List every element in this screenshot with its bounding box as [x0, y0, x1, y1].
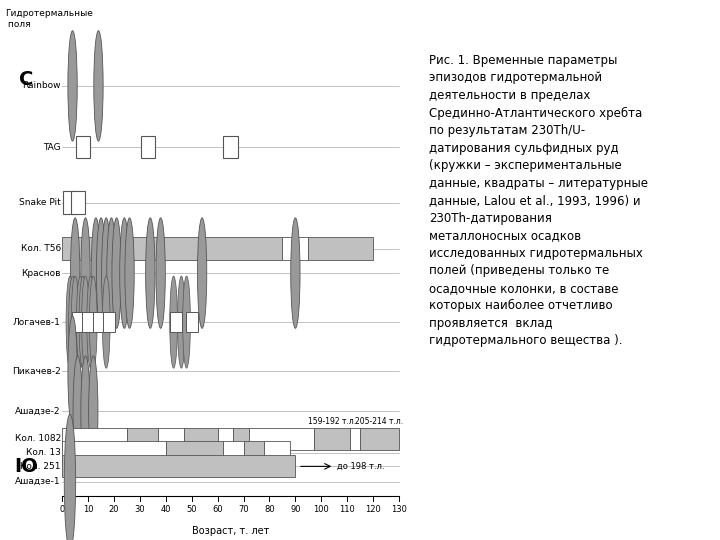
Bar: [72, 312, 84, 332]
Circle shape: [81, 276, 89, 368]
Text: 20: 20: [109, 505, 120, 514]
Circle shape: [87, 276, 94, 368]
Text: Ашадзе-1: Ашадзе-1: [15, 477, 61, 486]
Text: 0: 0: [60, 505, 65, 514]
Text: 120: 120: [365, 505, 381, 514]
Bar: [243, 442, 264, 464]
Text: 50: 50: [186, 505, 197, 514]
Text: до 198 т.л.: до 198 т.л.: [337, 462, 384, 471]
Bar: [62, 238, 282, 260]
Bar: [223, 136, 238, 158]
Circle shape: [71, 276, 79, 368]
Bar: [62, 455, 295, 477]
Text: Рис. 1. Временные параметры
эпизодов гидротермальной
деятельности в пределах
Сре: Рис. 1. Временные параметры эпизодов гид…: [428, 54, 648, 347]
Circle shape: [81, 356, 90, 467]
Circle shape: [94, 31, 103, 141]
Text: Краснов: Краснов: [22, 268, 61, 278]
Text: 110: 110: [339, 505, 355, 514]
Circle shape: [102, 218, 111, 328]
Text: 40: 40: [161, 505, 171, 514]
Bar: [248, 428, 313, 450]
Bar: [166, 442, 222, 464]
Text: Snake Pit: Snake Pit: [19, 198, 61, 207]
Text: Кол. 251: Кол. 251: [20, 462, 61, 471]
Circle shape: [79, 276, 87, 368]
Circle shape: [170, 276, 178, 368]
Bar: [308, 238, 373, 260]
Circle shape: [125, 218, 134, 328]
Text: 30: 30: [135, 505, 145, 514]
Circle shape: [89, 276, 97, 368]
Circle shape: [66, 276, 74, 368]
Text: Логачев-1: Логачев-1: [13, 318, 61, 327]
Text: 205-214 т.л.: 205-214 т.л.: [355, 417, 403, 426]
Bar: [158, 428, 184, 450]
Circle shape: [81, 218, 90, 328]
Bar: [264, 442, 290, 464]
Circle shape: [156, 218, 166, 328]
Circle shape: [68, 276, 76, 368]
Bar: [140, 136, 155, 158]
Text: 159-192 т.л.: 159-192 т.л.: [308, 417, 356, 426]
Text: Кол. 1082: Кол. 1082: [14, 434, 61, 443]
Circle shape: [145, 218, 155, 328]
Text: IO: IO: [14, 457, 37, 476]
Circle shape: [102, 276, 110, 368]
Text: Гидротермальные
 поля: Гидротермальные поля: [5, 9, 93, 29]
Text: Кол. 13: Кол. 13: [26, 448, 61, 457]
Text: 100: 100: [313, 505, 329, 514]
Circle shape: [91, 218, 101, 328]
Text: 10: 10: [83, 505, 94, 514]
Circle shape: [76, 276, 84, 368]
Text: 90: 90: [290, 505, 301, 514]
Text: С: С: [19, 70, 33, 89]
Circle shape: [107, 218, 116, 328]
Bar: [222, 442, 243, 464]
Circle shape: [183, 276, 191, 368]
Circle shape: [112, 218, 121, 328]
Bar: [71, 192, 85, 213]
Circle shape: [68, 316, 77, 427]
Bar: [76, 136, 90, 158]
Circle shape: [89, 356, 98, 467]
Circle shape: [64, 414, 76, 540]
Text: Пикачев-2: Пикачев-2: [12, 367, 61, 376]
Text: TAG: TAG: [43, 143, 61, 152]
Text: Rainbow: Rainbow: [22, 82, 61, 90]
Text: 80: 80: [264, 505, 275, 514]
Circle shape: [96, 218, 106, 328]
Text: 60: 60: [212, 505, 223, 514]
Bar: [233, 428, 248, 450]
Bar: [103, 312, 114, 332]
Text: Возраст, т. лет: Возраст, т. лет: [192, 526, 269, 536]
Bar: [127, 428, 158, 450]
Bar: [62, 442, 166, 464]
Text: 130: 130: [391, 505, 407, 514]
Bar: [313, 428, 350, 450]
Circle shape: [73, 356, 82, 467]
Bar: [282, 238, 308, 260]
Text: Ашадзе-2: Ашадзе-2: [15, 407, 61, 416]
Circle shape: [68, 31, 77, 141]
Bar: [217, 428, 233, 450]
Circle shape: [197, 218, 207, 328]
Bar: [93, 312, 104, 332]
Bar: [63, 192, 77, 213]
Circle shape: [291, 218, 300, 328]
Bar: [360, 428, 399, 450]
Text: 70: 70: [238, 505, 249, 514]
Bar: [82, 312, 94, 332]
Bar: [186, 312, 197, 332]
Text: Кол. T56: Кол. T56: [21, 244, 61, 253]
Bar: [184, 428, 217, 450]
Bar: [350, 428, 360, 450]
Bar: [171, 312, 182, 332]
Bar: [62, 428, 127, 450]
Circle shape: [120, 218, 129, 328]
Circle shape: [178, 276, 185, 368]
Circle shape: [71, 218, 80, 328]
